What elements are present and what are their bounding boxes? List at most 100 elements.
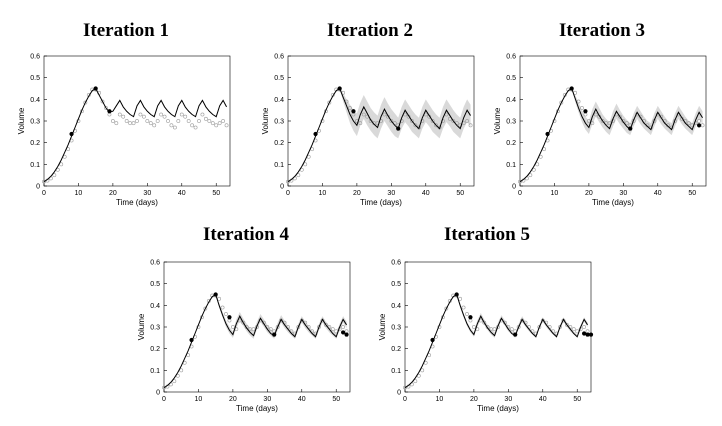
- observation-point: [358, 121, 363, 126]
- observation-point: [327, 100, 332, 105]
- calibration-point: [513, 332, 518, 337]
- calibration-point: [585, 332, 590, 337]
- y-tick-label: 0.3: [150, 325, 160, 332]
- observation-point: [296, 173, 301, 178]
- observation-point: [420, 368, 425, 373]
- observation-point: [461, 305, 466, 310]
- observation-point: [275, 325, 280, 329]
- y-tick-label: 0: [36, 184, 40, 191]
- calibration-point: [588, 332, 594, 337]
- x-axis-label: Time (days): [477, 404, 519, 413]
- y-axis-label: Volume: [493, 107, 502, 134]
- observation-point: [348, 106, 352, 110]
- observation-point: [323, 322, 328, 327]
- y-tick-label: 0.1: [274, 162, 284, 169]
- calibration-point: [351, 109, 356, 114]
- chart: 0 0.1 0.2 0.3 0.4 0.5 0.6 0 10 20 30 40 50 Time (days…: [493, 54, 707, 207]
- y-axis-label: Volume: [378, 313, 387, 340]
- chart: 0 0.1 0.2 0.3 0.4 0.5 0.6 0 10 20 30 40 50 Time (days…: [378, 260, 594, 413]
- observation-point: [176, 119, 181, 123]
- observation-point: [207, 119, 212, 123]
- x-tick-label: 50: [688, 190, 696, 197]
- observation-point: [203, 116, 208, 121]
- observation-point: [138, 112, 143, 117]
- x-axis-label: Time (days): [360, 198, 402, 207]
- observation-point: [686, 121, 691, 126]
- observation-point: [403, 385, 407, 390]
- x-axis-label: Time (days): [236, 404, 278, 413]
- x-tick-label: 0: [403, 396, 407, 403]
- panel-title: Iteration 3: [558, 20, 645, 41]
- x-tick-label: 40: [654, 190, 662, 197]
- observation-point: [420, 119, 425, 123]
- x-tick-label: 20: [229, 396, 237, 403]
- observation-point: [434, 123, 439, 128]
- observation-point: [382, 112, 387, 117]
- observation-point: [224, 312, 228, 316]
- x-tick-label: 10: [319, 190, 327, 197]
- observation-point: [104, 106, 108, 110]
- observation-point: [509, 327, 514, 332]
- y-tick-label: 0: [156, 390, 160, 397]
- observation-point: [117, 112, 122, 117]
- observation-point: [241, 320, 246, 325]
- observation-point: [179, 112, 184, 117]
- panel-iteration-5: Iteration 5 0 0.1 0.2 0.3 0.4 0.5 0.6 0 10 20 30 40…: [373, 206, 601, 421]
- observation-point: [593, 112, 598, 117]
- panel-iteration-3: Iteration 3 0 0.1 0.2 0.3 0.4 0.5 0.6 0 10 20 30 40…: [488, 0, 716, 215]
- observation-point: [465, 312, 469, 316]
- panel-title: Iteration 1: [82, 20, 169, 41]
- x-tick-label: 20: [353, 190, 361, 197]
- x-axis-label: Time (days): [116, 198, 158, 207]
- calibration-point: [569, 86, 574, 91]
- observation-point: [162, 385, 166, 390]
- observation-point: [558, 325, 562, 329]
- plot-frame: [43, 55, 231, 187]
- observation-point: [221, 119, 226, 123]
- y-tick-label: 0.5: [506, 75, 516, 82]
- observation-point: [492, 327, 497, 332]
- observation-point: [190, 123, 195, 128]
- calibration-point: [313, 131, 318, 137]
- observation-point: [471, 325, 476, 329]
- observation-point: [361, 112, 366, 117]
- y-tick-label: 0.1: [391, 368, 401, 375]
- observation-point: [193, 125, 198, 130]
- observation-point: [214, 123, 219, 128]
- observation-point: [59, 162, 64, 167]
- observation-point: [152, 123, 157, 128]
- panel-title: Iteration 5: [443, 224, 530, 245]
- x-tick-label: 40: [178, 190, 186, 197]
- observation-point: [210, 121, 215, 126]
- observation-point: [121, 114, 126, 119]
- observation-point: [227, 318, 232, 323]
- calibration-point: [545, 131, 550, 137]
- model-line: [519, 87, 703, 183]
- calibration-point: [272, 332, 277, 337]
- y-tick-label: 0: [280, 184, 284, 191]
- observation-point: [217, 121, 222, 126]
- y-tick-label: 0.3: [30, 119, 40, 126]
- y-tick-label: 0.5: [274, 75, 284, 82]
- observation-point: [220, 305, 225, 310]
- x-tick-label: 0: [286, 190, 290, 197]
- observation-point: [155, 119, 160, 123]
- observation-point: [114, 121, 119, 126]
- calibration-point: [107, 109, 112, 114]
- observation-point: [296, 325, 301, 329]
- observation-point: [564, 322, 569, 327]
- observation-point: [410, 119, 414, 123]
- panel-iteration-4: Iteration 4 0 0.1 0.2 0.3 0.4 0.5 0.6 0 10 20 30 40…: [132, 206, 360, 421]
- observation-point: [169, 123, 174, 128]
- observation-point: [224, 123, 229, 128]
- x-tick-label: 50: [212, 190, 220, 197]
- observation-point: [52, 173, 57, 178]
- x-tick-label: 30: [263, 396, 271, 403]
- calibration-point: [396, 126, 401, 131]
- model-line: [287, 87, 471, 183]
- x-tick-label: 40: [298, 396, 306, 403]
- x-axis-label: Time (days): [592, 198, 634, 207]
- observation-point: [268, 327, 273, 332]
- observation-point: [159, 112, 164, 117]
